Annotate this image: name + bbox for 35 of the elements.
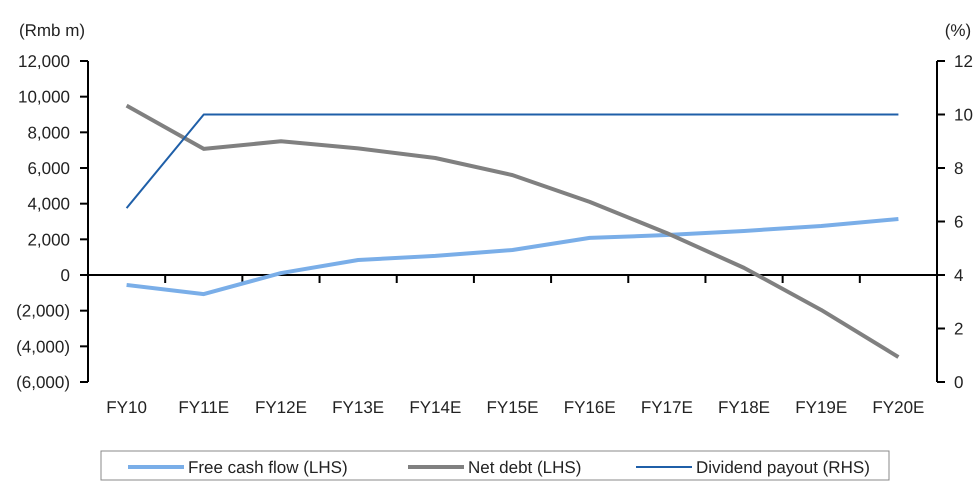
y2-tick-label: 2 bbox=[954, 319, 964, 338]
y-tick-label: (2,000) bbox=[16, 302, 70, 321]
x-tick-label: FY19E bbox=[795, 398, 848, 417]
y2-tick-label: 4 bbox=[954, 266, 964, 285]
x-tick-label: FY14E bbox=[409, 398, 462, 417]
y2-tick-label: 8 bbox=[954, 158, 964, 178]
x-tick-label: FY11E bbox=[178, 398, 230, 417]
legend-label: Dividend payout (RHS) bbox=[696, 458, 870, 477]
x-tick-label: FY12E bbox=[254, 398, 307, 417]
x-tick-label: FY13E bbox=[332, 398, 384, 417]
line-series bbox=[124, 217, 900, 296]
y-tick-label: 12,000 bbox=[18, 52, 70, 71]
y-tick-label: (6,000) bbox=[16, 372, 70, 392]
y-tick-label: 10,000 bbox=[18, 88, 70, 107]
y2-tick-label: 10 bbox=[954, 105, 973, 124]
x-tick-label: FY18E bbox=[718, 398, 770, 417]
y2-axis-title: (%) bbox=[944, 21, 972, 40]
y-axis-title: (Rmb m) bbox=[18, 21, 86, 40]
y2-tick-label: 0 bbox=[954, 372, 964, 392]
y2-tick-label: 6 bbox=[954, 212, 964, 232]
y2-tick-label: 12 bbox=[954, 52, 973, 71]
y-tick-label: 2,000 bbox=[27, 230, 70, 250]
x-tick-label: FY15E bbox=[486, 398, 538, 417]
y-tick-label: 8,000 bbox=[27, 123, 70, 142]
line-series bbox=[124, 104, 900, 360]
x-tick-label: FY10 bbox=[106, 398, 147, 417]
legend-label: Free cash flow (LHS) bbox=[188, 458, 348, 477]
x-tick-label: FY20E bbox=[872, 398, 924, 417]
legend-label: Net debt (LHS) bbox=[468, 458, 582, 477]
y-tick-label: (4,000) bbox=[16, 337, 70, 356]
x-tick-label: FY16E bbox=[564, 398, 616, 417]
x-tick-label: FY17E bbox=[640, 398, 693, 417]
y-tick-label: 6,000 bbox=[27, 158, 70, 178]
y-tick-label: 4,000 bbox=[27, 194, 70, 214]
y-tick-label: 0 bbox=[60, 266, 70, 285]
